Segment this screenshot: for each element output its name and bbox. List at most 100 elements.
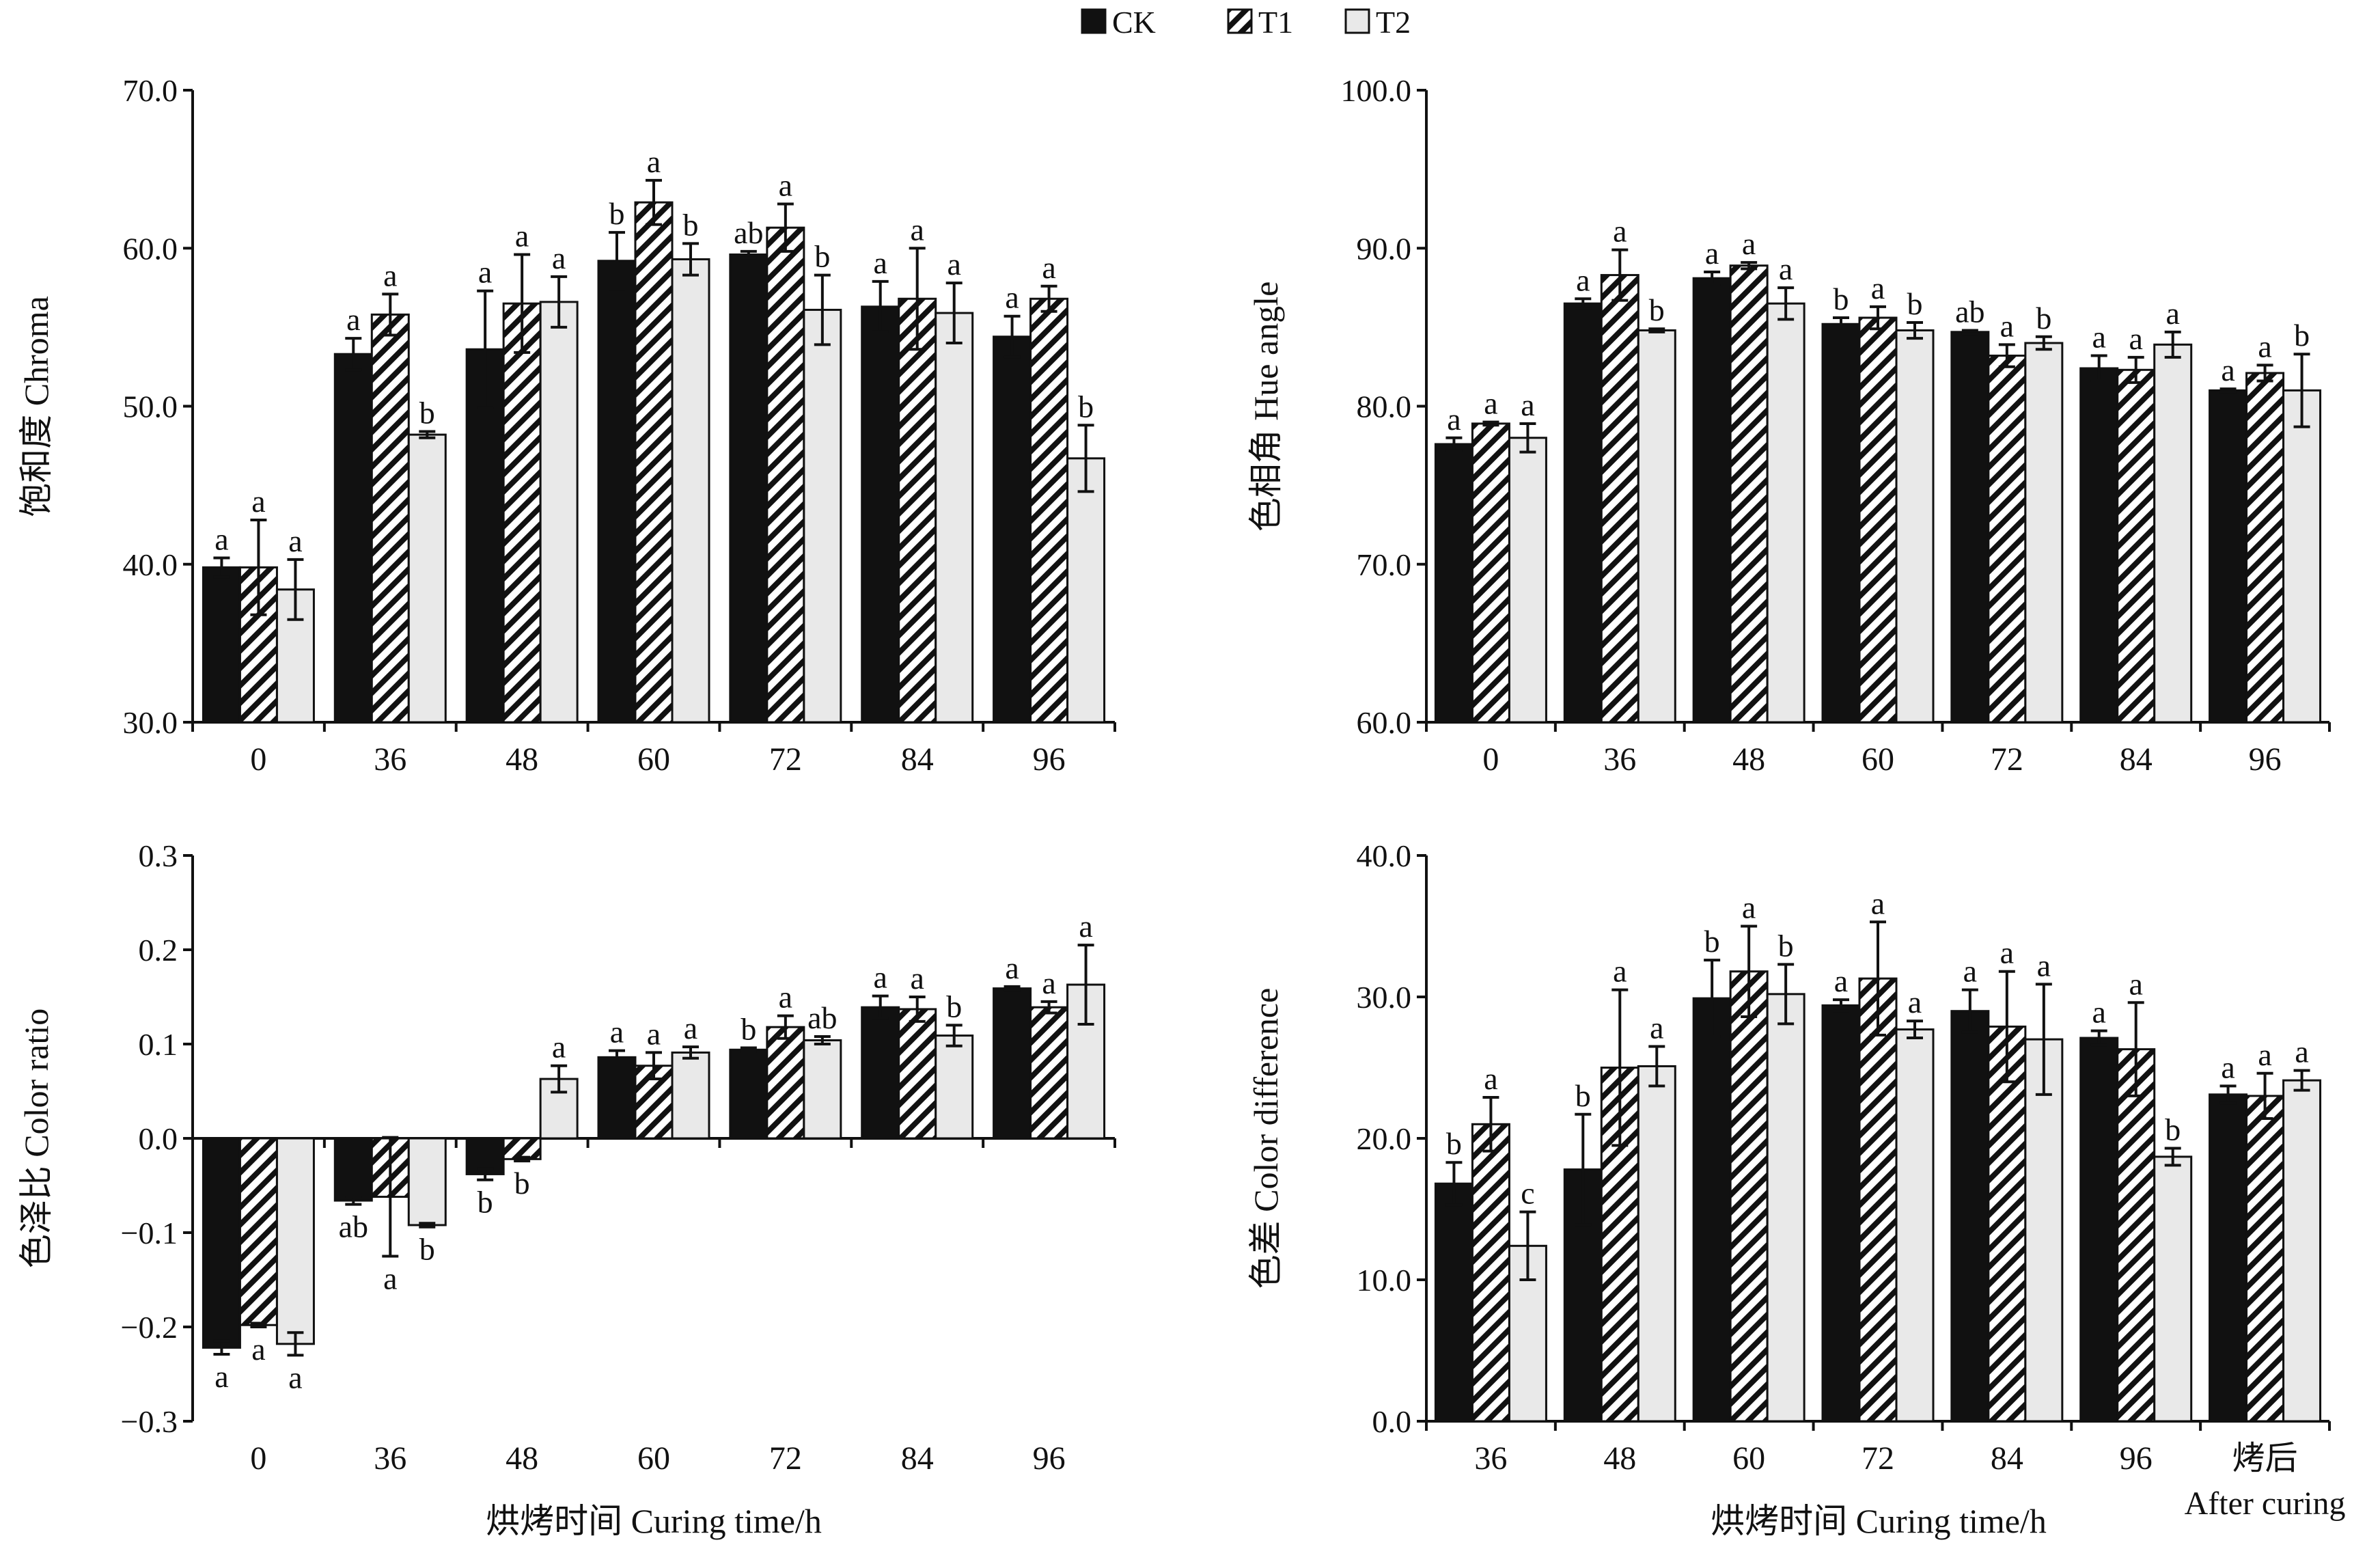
bar-t2 bbox=[407, 433, 447, 724]
significance-letter: a bbox=[1576, 262, 1590, 297]
bar-t2 bbox=[539, 301, 579, 724]
bar-ck bbox=[993, 987, 1032, 1140]
significance-letter: ab bbox=[734, 215, 763, 250]
bar-t1 bbox=[634, 201, 674, 724]
significance-letter: a bbox=[383, 258, 397, 292]
bar-ck bbox=[729, 253, 769, 724]
bar-ck bbox=[861, 305, 900, 724]
bar-t2 bbox=[1637, 1065, 1676, 1423]
significance-letter: a bbox=[779, 168, 792, 203]
bar-t1 bbox=[2245, 372, 2285, 724]
significance-letter: a bbox=[1613, 214, 1627, 249]
significance-letter: b bbox=[2294, 318, 2310, 353]
significance-letter: b bbox=[2036, 301, 2051, 335]
bar-t1 bbox=[898, 297, 937, 724]
bar-ck bbox=[333, 1137, 373, 1202]
significance-letter: a bbox=[2258, 329, 2271, 364]
significance-letter: a bbox=[647, 1016, 661, 1051]
legend-label-ck: CK bbox=[1112, 5, 1156, 40]
significance-letter: a bbox=[1871, 271, 1885, 305]
significance-letter: b bbox=[419, 1232, 435, 1267]
legend-swatch-ck bbox=[1081, 8, 1107, 34]
significance-letter: ab bbox=[807, 1000, 837, 1035]
significance-letter: a bbox=[2129, 966, 2143, 1001]
x-tick-label: 60 bbox=[637, 741, 670, 778]
bar-t1 bbox=[1471, 422, 1510, 724]
x-tick-label: 72 bbox=[1862, 1440, 1894, 1477]
y-tick-label: −0.3 bbox=[121, 1404, 178, 1439]
x-tick-label: After curing bbox=[2185, 1485, 2346, 1522]
x-tick-label: 96 bbox=[1033, 1440, 1066, 1477]
x-tick-label: 烤后 bbox=[2232, 1440, 2298, 1477]
significance-letter: a bbox=[2295, 1034, 2308, 1069]
bar-t2 bbox=[2153, 343, 2193, 724]
significance-letter: a bbox=[1005, 280, 1019, 315]
significance-letter: a bbox=[1963, 954, 1977, 989]
bar-t1 bbox=[898, 1008, 937, 1140]
significance-letter: a bbox=[215, 522, 228, 557]
y-tick-label: 0.0 bbox=[139, 1121, 178, 1156]
bar-t2 bbox=[2153, 1155, 2193, 1423]
bar-t2 bbox=[1895, 1028, 1935, 1423]
x-tick-label: 60 bbox=[637, 1440, 670, 1477]
y-tick-label: −0.2 bbox=[121, 1310, 178, 1345]
bar-t1 bbox=[2116, 1048, 2156, 1423]
bar-ck bbox=[2079, 367, 2119, 724]
significance-letter: a bbox=[2166, 296, 2180, 331]
significance-letter: ab bbox=[339, 1209, 368, 1244]
significance-letter: a bbox=[515, 219, 529, 253]
bar-t2 bbox=[1637, 329, 1676, 724]
significance-letter: a bbox=[251, 1332, 265, 1367]
significance-letter: a bbox=[552, 241, 566, 275]
significance-letter: a bbox=[1005, 950, 1019, 985]
significance-letter: b bbox=[1834, 282, 1849, 316]
bar-t1 bbox=[370, 313, 410, 724]
bar-t2 bbox=[275, 1137, 315, 1345]
significance-letter: b bbox=[946, 989, 962, 1024]
bar-t2 bbox=[2024, 342, 2064, 724]
x-tick-label: 60 bbox=[1732, 1440, 1765, 1477]
y-tick-label: 70.0 bbox=[1357, 547, 1412, 582]
bar-ck bbox=[1434, 443, 1473, 724]
significance-letter: b bbox=[1778, 928, 1794, 963]
bar-ck bbox=[729, 1048, 769, 1140]
significance-letter: a bbox=[874, 245, 887, 280]
x-tick-label: 72 bbox=[769, 1440, 802, 1477]
x-tick-label: 84 bbox=[1991, 1440, 2023, 1477]
y-tick-label: 10.0 bbox=[1357, 1263, 1412, 1298]
significance-letter: b bbox=[1446, 1126, 1462, 1161]
bar-t2 bbox=[2282, 1079, 2322, 1423]
bar-ck bbox=[1563, 302, 1603, 724]
x-tick-label: 84 bbox=[901, 741, 934, 778]
significance-letter: a bbox=[478, 255, 492, 290]
y-axis-title: 色相角 Hue angle bbox=[1247, 282, 1285, 532]
significance-letter: a bbox=[251, 484, 265, 519]
y-tick-label: 40.0 bbox=[123, 547, 178, 582]
bar-t1 bbox=[1858, 977, 1898, 1423]
x-tick-label: 72 bbox=[769, 741, 802, 778]
chroma-chart: 30.040.050.060.070.0aaababaaaaaaaaaababb… bbox=[17, 73, 1116, 778]
y-axis-title: 色差 Color difference bbox=[1247, 988, 1285, 1289]
x-tick-label: 36 bbox=[374, 1440, 406, 1477]
y-tick-label: 0.1 bbox=[139, 1027, 178, 1062]
significance-letter: b bbox=[1078, 389, 1094, 424]
x-tick-label: 72 bbox=[1991, 741, 2023, 778]
significance-letter: a bbox=[1705, 236, 1719, 271]
y-axis-title: 色泽比 Color ratio bbox=[17, 1009, 55, 1269]
x-tick-label: 0 bbox=[1482, 741, 1499, 778]
significance-letter: a bbox=[2092, 320, 2106, 355]
significance-letter: a bbox=[1042, 250, 1055, 285]
bar-t1 bbox=[1729, 970, 1769, 1423]
bar-t1 bbox=[766, 226, 805, 724]
significance-letter: b bbox=[1649, 292, 1665, 327]
bar-ck bbox=[2209, 1093, 2248, 1423]
bar-ck bbox=[1821, 323, 1861, 724]
significance-letter: b bbox=[419, 396, 435, 430]
significance-letter: a bbox=[1447, 402, 1461, 437]
x-tick-label: 0 bbox=[250, 1440, 266, 1477]
bar-ck bbox=[1692, 997, 1732, 1423]
x-tick-label: 48 bbox=[1603, 1440, 1636, 1477]
